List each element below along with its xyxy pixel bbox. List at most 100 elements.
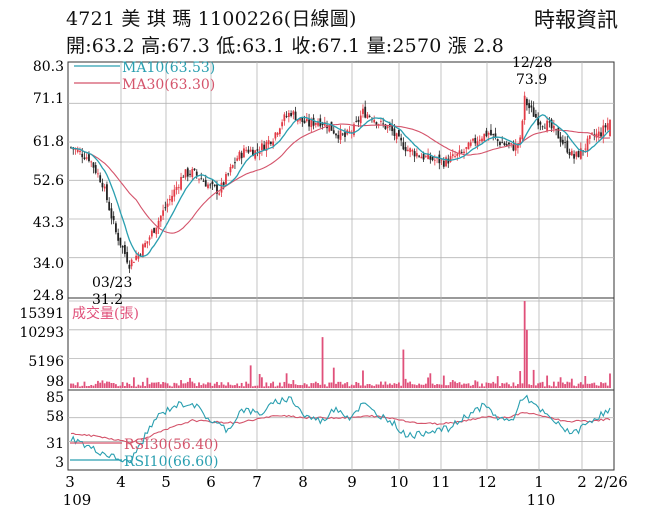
volume-bar [110, 383, 113, 388]
volume-bar [175, 383, 178, 388]
ma10-legend-label: MA10(63.53) [122, 60, 215, 76]
candle-body [94, 165, 97, 173]
candle-body [121, 245, 124, 248]
candle-body [449, 156, 452, 162]
volume-bar [591, 383, 593, 388]
volume-bar [209, 382, 212, 388]
volume-bar [79, 386, 81, 388]
candle-body [285, 116, 288, 117]
candle-body [380, 121, 382, 122]
volume-bar [400, 385, 403, 388]
volume-bar [85, 386, 88, 388]
volume-bar [445, 385, 447, 388]
candle-body [355, 120, 358, 122]
candle-body [382, 123, 385, 125]
month-label-1: 1 [534, 473, 544, 491]
volume-bar [460, 384, 463, 388]
volume-bar [402, 349, 405, 388]
volume-bar [557, 381, 560, 388]
volume-bar [274, 386, 277, 388]
candle-body [184, 169, 187, 178]
rsi-tick-label: 31 [46, 436, 64, 452]
volume-bar [391, 384, 394, 388]
volume-bar [166, 383, 169, 388]
candle-body [384, 124, 387, 130]
candle-body [451, 154, 454, 157]
low-annotation-date: 03/23 [92, 275, 132, 291]
candle-body [530, 105, 533, 108]
candle-body [281, 122, 284, 127]
volume-bar [532, 369, 535, 388]
candle-body [292, 111, 295, 115]
volume-bar [530, 385, 533, 388]
candle-body [296, 119, 299, 122]
candle-body [483, 133, 486, 141]
candle-body [344, 132, 346, 137]
candle-body [189, 173, 191, 175]
candle-body [458, 150, 461, 155]
volume-bar [88, 385, 90, 388]
candle-body [269, 141, 272, 144]
volume-bar [481, 383, 483, 388]
candle-body [97, 173, 99, 175]
volume-bar [124, 386, 126, 388]
candle-body [528, 103, 531, 109]
candle-body [564, 142, 566, 143]
volume-bar [92, 385, 95, 388]
volume-bar [132, 377, 135, 388]
volume-bar [364, 385, 367, 388]
volume-bar [440, 384, 443, 388]
candle-body [586, 138, 589, 152]
candle-body [119, 237, 122, 246]
volume-bar [202, 383, 205, 388]
candle-body [249, 149, 252, 152]
volume-bar [541, 381, 544, 388]
volume-bar [278, 382, 281, 388]
volume-bar [243, 386, 245, 388]
candle-body [171, 195, 173, 202]
volume-bar [290, 384, 292, 388]
volume-bar [397, 382, 400, 388]
price-tick-label: 43.3 [33, 215, 64, 231]
volume-bar [606, 385, 609, 388]
volume-bar [420, 384, 423, 388]
month-label-2: 2 [577, 473, 587, 491]
candle-body [393, 128, 396, 136]
volume-bar [577, 383, 580, 388]
volume-bar [303, 383, 306, 388]
volume-bar [319, 384, 322, 388]
volume-bar [467, 383, 470, 388]
volume-bar [218, 385, 221, 388]
candle-body [256, 149, 259, 151]
volume-bar [458, 382, 461, 388]
volume-bar [528, 384, 531, 388]
volume-bar [478, 386, 481, 388]
volume-bar [141, 381, 144, 388]
volume-bar [483, 386, 486, 388]
volume-bar [521, 383, 524, 388]
volume-bar [81, 385, 84, 388]
volume-bar [211, 385, 214, 388]
candle-body [487, 133, 490, 135]
volume-bar [584, 376, 587, 388]
volume-bar [362, 370, 364, 388]
volume-bar [424, 383, 427, 388]
candle-body [227, 173, 230, 175]
candle-body [557, 127, 560, 139]
month-label-12: 12 [477, 473, 496, 491]
candle-body [609, 119, 611, 137]
volume-bar [411, 384, 414, 388]
candle-body [526, 98, 528, 106]
volume-bar [597, 385, 600, 388]
volume-panel-title: 成交量(張) [72, 305, 139, 322]
candle-body [366, 114, 369, 119]
candle-body [308, 119, 310, 127]
volume-bar [186, 381, 189, 388]
volume-bar [550, 386, 553, 388]
candle-body [195, 171, 198, 176]
low-annotation-value: 31.2 [92, 292, 123, 308]
candle-body [359, 115, 362, 124]
month-label-3: 3 [65, 473, 75, 491]
volume-tick-label: 10293 [19, 325, 64, 341]
